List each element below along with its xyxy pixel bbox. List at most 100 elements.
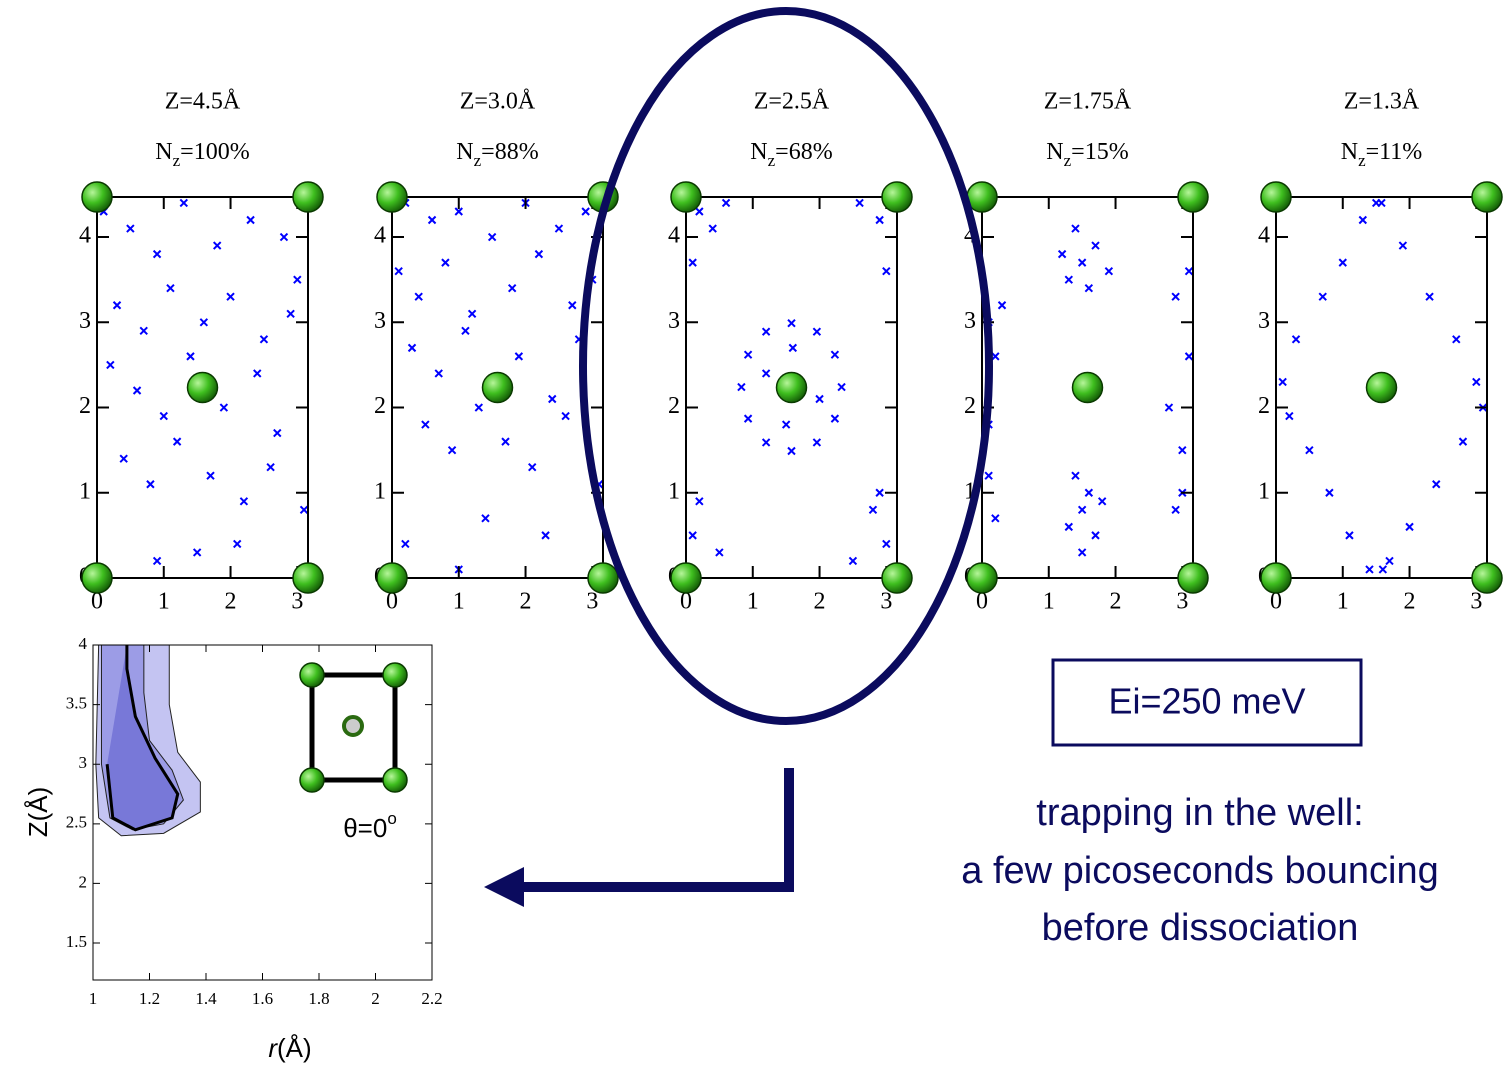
- point: [1339, 259, 1346, 266]
- x-tick-label: 3: [880, 589, 892, 615]
- point: [240, 498, 247, 505]
- point: [214, 242, 221, 249]
- x-tick-label: 1.6: [252, 989, 273, 1008]
- y-tick-label: 2: [79, 872, 88, 891]
- point: [294, 276, 301, 283]
- point: [813, 439, 820, 446]
- y-tick-label: 4: [79, 634, 88, 653]
- point: [1473, 378, 1480, 385]
- point: [449, 447, 456, 454]
- point: [475, 404, 482, 411]
- y-tick-label: 3: [79, 753, 88, 772]
- point: [1105, 268, 1112, 275]
- atom: [588, 563, 618, 593]
- point: [535, 251, 542, 258]
- arrow-head: [484, 867, 524, 907]
- point: [200, 319, 207, 326]
- point: [1399, 242, 1406, 249]
- x-tick-label: 1: [89, 989, 98, 1008]
- point: [716, 549, 723, 556]
- y-tick-label: 4: [374, 223, 386, 249]
- point: [582, 208, 589, 215]
- point: [469, 310, 476, 317]
- point: [107, 361, 114, 368]
- x-tick-label: 1.2: [139, 989, 160, 1008]
- point: [1366, 566, 1373, 573]
- point: [788, 320, 795, 327]
- y-tick-label: 2: [964, 393, 976, 419]
- point: [849, 557, 856, 564]
- panel-subtitle: Nz=68%: [750, 139, 832, 170]
- x-tick-label: 2: [1110, 589, 1122, 615]
- point: [442, 259, 449, 266]
- subtitle-base: N: [1341, 139, 1358, 165]
- y-tick-label: 1: [374, 478, 386, 504]
- atom: [1073, 373, 1103, 403]
- point: [429, 217, 436, 224]
- caption-line: before dissociation: [1042, 907, 1359, 949]
- point: [1426, 293, 1433, 300]
- point: [883, 540, 890, 547]
- point: [489, 234, 496, 241]
- point: [1286, 413, 1293, 420]
- panel-subtitle: Nz=11%: [1341, 139, 1423, 170]
- y-tick-label: 2: [374, 393, 386, 419]
- point: [696, 208, 703, 215]
- point: [280, 234, 287, 241]
- caption-line: a few picoseconds bouncing: [961, 850, 1438, 892]
- point: [409, 344, 416, 351]
- point: [254, 370, 261, 377]
- atom: [300, 768, 324, 792]
- y-tick-label: 1: [668, 478, 680, 504]
- x-tick-label: 2.2: [421, 989, 442, 1008]
- point: [1433, 481, 1440, 488]
- point: [569, 302, 576, 309]
- point: [415, 293, 422, 300]
- point: [999, 302, 1006, 309]
- point: [1059, 251, 1066, 258]
- point: [234, 540, 241, 547]
- point: [1459, 438, 1466, 445]
- point: [1306, 447, 1313, 454]
- point: [515, 353, 522, 360]
- point: [783, 421, 790, 428]
- point: [455, 208, 462, 215]
- caption-line: trapping in the well:: [1036, 792, 1363, 834]
- x-tick-label: 1: [158, 589, 170, 615]
- x-tick-label: 3: [1470, 589, 1482, 615]
- point: [1179, 447, 1186, 454]
- point: [723, 199, 730, 206]
- point: [509, 285, 516, 292]
- point: [462, 327, 469, 334]
- point: [1172, 506, 1179, 513]
- angle-label: θ=0o: [343, 809, 397, 842]
- point: [555, 225, 562, 232]
- panel-subtitle: Nz=88%: [456, 139, 538, 170]
- panel-title: Z=4.5Å: [165, 89, 241, 115]
- subtitle-rest: =68%: [775, 139, 833, 165]
- point: [831, 351, 838, 358]
- point: [1079, 259, 1086, 266]
- y-tick-label: 4: [79, 223, 91, 249]
- atom: [1472, 182, 1502, 212]
- y-tick-label: 4: [1258, 223, 1270, 249]
- point: [562, 413, 569, 420]
- point: [1085, 285, 1092, 292]
- point: [1185, 268, 1192, 275]
- point: [992, 515, 999, 522]
- point: [869, 506, 876, 513]
- point: [1319, 293, 1326, 300]
- point: [227, 293, 234, 300]
- point: [274, 430, 281, 437]
- point: [435, 370, 442, 377]
- x-tick-label: 1: [1043, 589, 1055, 615]
- point: [1359, 217, 1366, 224]
- y-tick-label: 3: [668, 308, 680, 334]
- point: [402, 540, 409, 547]
- point: [1453, 336, 1460, 343]
- angle-base: θ=0: [343, 813, 387, 843]
- point: [816, 396, 823, 403]
- point: [789, 344, 796, 351]
- y-tick-label: 2.5: [66, 813, 87, 832]
- x-tick-label: 2: [371, 989, 380, 1008]
